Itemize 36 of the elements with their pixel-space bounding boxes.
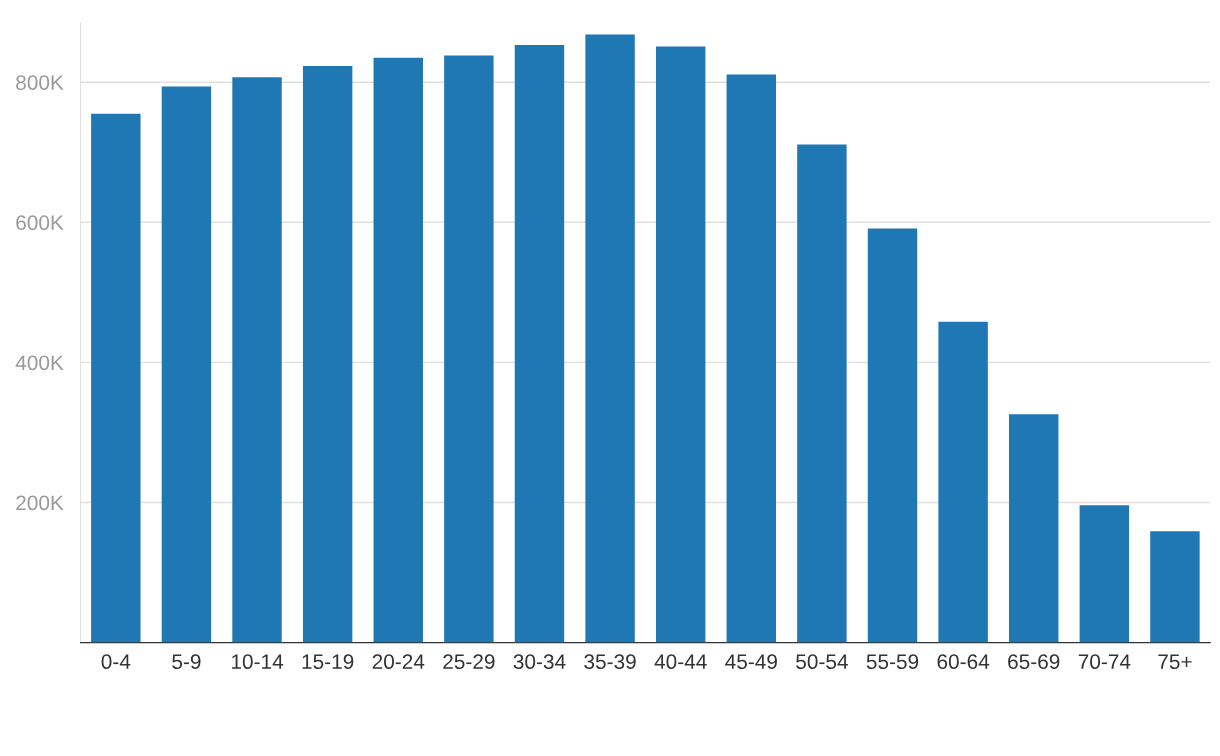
x-tick-label: 75+ — [1158, 654, 1192, 670]
x-tick-label: 5-9 — [172, 654, 201, 670]
bar — [655, 46, 706, 643]
x-tick-label: 35-39 — [584, 654, 636, 670]
x-tick-label: 30-34 — [513, 654, 566, 670]
x-tick-label: 0-4 — [101, 654, 131, 670]
bar — [514, 45, 565, 643]
bar — [302, 66, 353, 643]
bar — [797, 144, 847, 643]
x-tick-label: 20-24 — [372, 654, 425, 670]
y-tick-label: 200K — [16, 495, 64, 511]
x-tick-label: 60-64 — [937, 654, 990, 670]
x-tick-label: 10-14 — [231, 654, 284, 670]
bar — [1079, 505, 1130, 643]
bar — [867, 228, 918, 643]
bar — [938, 321, 988, 643]
x-tick-label: 65-69 — [1008, 654, 1060, 670]
bar — [1150, 531, 1200, 643]
bar — [373, 57, 423, 643]
bar — [161, 86, 212, 643]
bar — [1009, 414, 1059, 643]
y-tick-label: 800K — [16, 75, 64, 90]
x-tick-label: 45-49 — [725, 654, 777, 670]
y-tick-label: 400K — [15, 355, 64, 371]
x-tick-label: 40-44 — [654, 654, 707, 670]
bar — [444, 55, 494, 643]
bar — [232, 77, 282, 643]
bar — [585, 34, 635, 643]
bar — [91, 113, 141, 643]
y-tick-label: 600K — [16, 215, 64, 231]
x-tick-label: 15-19 — [302, 654, 354, 670]
bar — [726, 74, 776, 643]
x-tick-label: 70-74 — [1078, 654, 1131, 670]
x-tick-label: 50-54 — [796, 654, 848, 670]
x-tick-label: 55-59 — [866, 654, 919, 670]
x-tick-label: 25-29 — [443, 654, 495, 670]
